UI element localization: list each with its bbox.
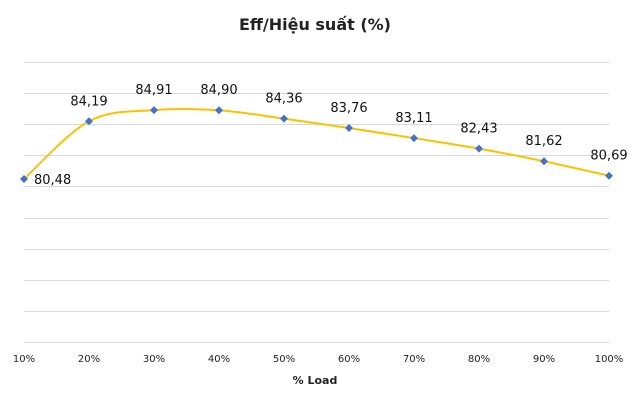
data-label: 83,11 (395, 111, 432, 126)
data-markers (20, 106, 613, 183)
chart-title: Eff/Hiệu suất (%) (239, 15, 391, 34)
data-label: 80,69 (590, 149, 627, 164)
data-label: 83,76 (330, 101, 367, 116)
data-point-marker (410, 134, 418, 143)
data-point-marker (540, 157, 548, 166)
x-tick-label: 40% (208, 354, 230, 365)
data-point-marker (605, 171, 613, 180)
data-point-marker (345, 123, 353, 132)
series-line (23, 107, 610, 180)
data-label: 84,91 (135, 83, 172, 98)
data-label: 84,19 (70, 94, 107, 109)
x-tick-label: 20% (78, 354, 100, 365)
x-tick-label: 30% (143, 354, 165, 365)
data-label: 81,62 (525, 134, 562, 149)
series-line-group (23, 107, 610, 180)
x-tick-label: 60% (338, 354, 360, 365)
x-tick-label: 100% (595, 354, 624, 365)
data-label: 84,90 (200, 83, 237, 98)
data-label: 84,36 (265, 92, 302, 107)
x-tick-label: 70% (403, 354, 425, 365)
x-tick-labels: 10% 20% 30% 40% 50% 60% 70% 80% 90% 100% (13, 354, 623, 365)
x-tick-label: 90% (533, 354, 555, 365)
data-label: 82,43 (460, 122, 497, 137)
x-tick-label: 50% (273, 354, 295, 365)
data-labels: 80,48 84,19 84,91 84,90 84,36 83,76 83,11 82,43… (34, 83, 628, 188)
data-point-marker (85, 117, 93, 126)
data-point-marker (150, 106, 158, 115)
gridlines (24, 62, 609, 343)
data-point-marker (215, 106, 223, 115)
data-label: 80,48 (34, 173, 71, 188)
data-point-marker (280, 114, 288, 123)
data-point-marker (20, 174, 28, 183)
x-tick-label: 10% (13, 354, 35, 365)
data-point-marker (475, 144, 483, 153)
x-axis-title: % Load (293, 374, 338, 387)
x-tick-label: 80% (468, 354, 490, 365)
